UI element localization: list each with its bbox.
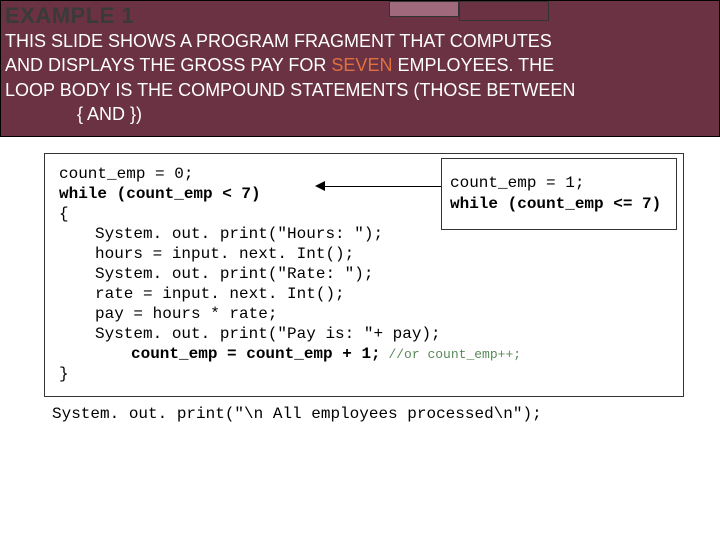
- header-tabs: [389, 1, 549, 21]
- header-line1: THIS SLIDE SHOWS A PROGRAM FRAGMENT THAT…: [5, 31, 552, 51]
- code-l6: System. out. print("Rate: ");: [59, 264, 669, 284]
- header-bar: EXAMPLE 1 THIS SLIDE SHOWS A PROGRAM FRA…: [0, 0, 720, 137]
- tab-left: [389, 1, 459, 17]
- seven-word: SEVEN: [331, 55, 392, 75]
- header-line4: { AND }): [5, 104, 142, 124]
- code-l10: count_emp = count_emp + 1; //or count_em…: [59, 344, 669, 364]
- code-l9: System. out. print("Pay is: "+ pay);: [59, 324, 669, 344]
- code-l10-bold: count_emp = count_emp + 1;: [131, 345, 381, 363]
- alt-box: count_emp = 1; while (count_emp <= 7): [441, 158, 677, 230]
- code-l2: while (count_emp < 7): [59, 185, 261, 203]
- alt-l2: while (count_emp <= 7): [450, 195, 661, 213]
- header-line2b: EMPLOYEES. THE: [392, 55, 554, 75]
- header-line2a: AND DISPLAYS THE GROSS PAY FOR: [5, 55, 331, 75]
- code-l1: count_emp = 0;: [59, 165, 193, 183]
- code-l10-comment: //or count_emp++;: [381, 347, 521, 362]
- after-code: System. out. print("\n All employees pro…: [52, 405, 684, 423]
- arrow-head-icon: [315, 181, 325, 191]
- alt-l1: count_emp = 1;: [450, 174, 584, 192]
- header-title: EXAMPLE 1: [5, 3, 715, 29]
- code-l11: }: [59, 365, 69, 383]
- code-l8: pay = hours * rate;: [59, 304, 669, 324]
- header-text: THIS SLIDE SHOWS A PROGRAM FRAGMENT THAT…: [5, 29, 715, 126]
- tab-right: [459, 1, 549, 21]
- code-l3: {: [59, 205, 69, 223]
- code-l7: rate = input. next. Int();: [59, 284, 669, 304]
- code-box: count_emp = 0; while (count_emp < 7) { S…: [44, 153, 684, 397]
- code-l5: hours = input. next. Int();: [59, 244, 669, 264]
- header-line3: LOOP BODY IS THE COMPOUND STATEMENTS (TH…: [5, 80, 575, 100]
